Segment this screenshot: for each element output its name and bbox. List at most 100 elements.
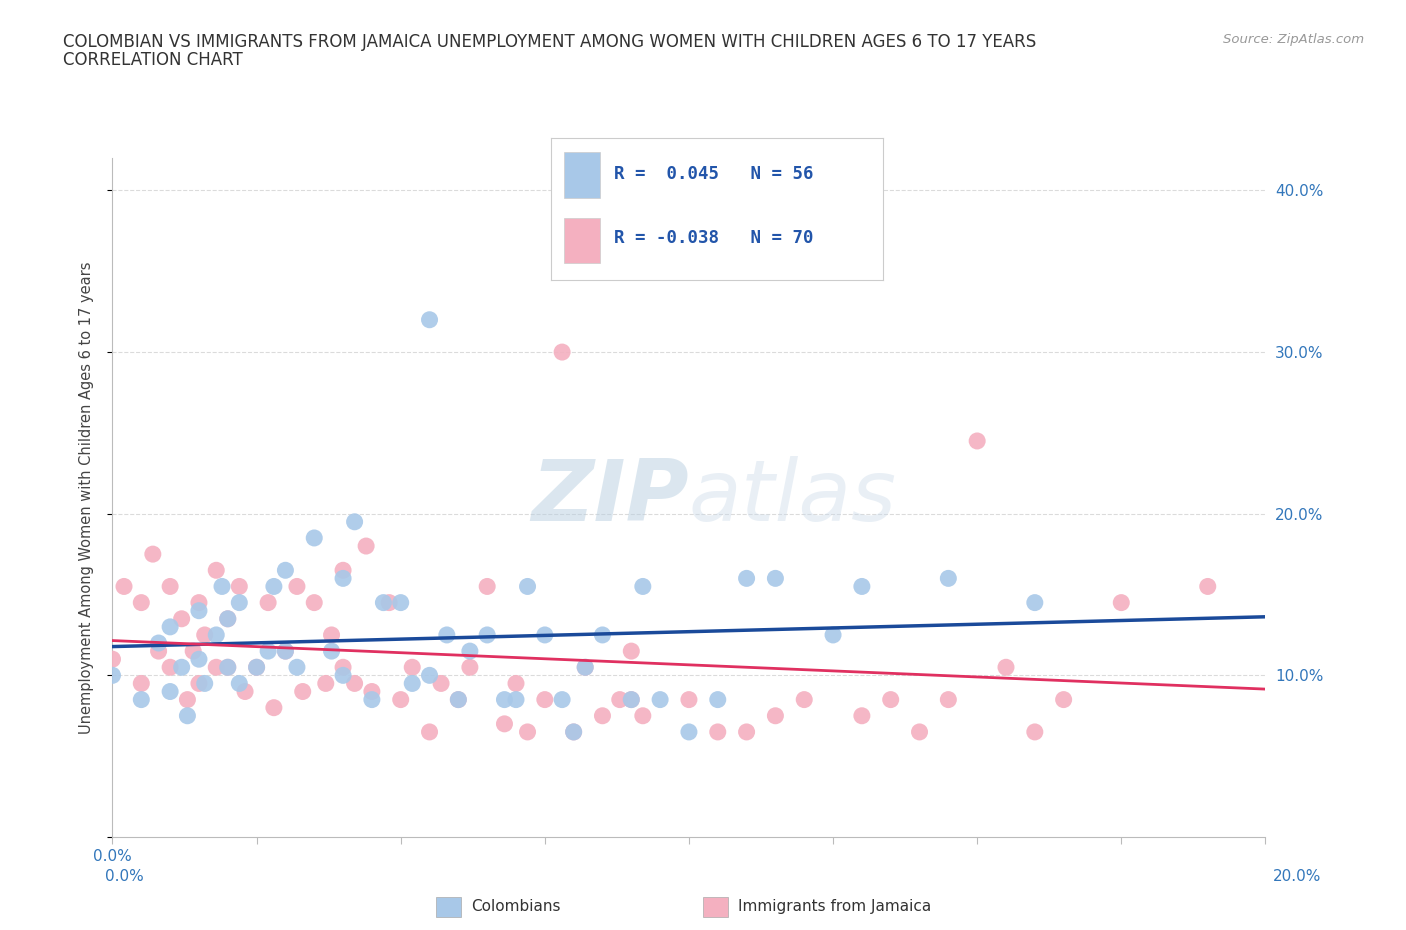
Point — [176, 709, 198, 724]
Point — [765, 571, 787, 586]
Point — [475, 579, 498, 594]
Point — [765, 709, 787, 724]
Point — [373, 595, 395, 610]
Point — [936, 571, 959, 586]
Point — [419, 312, 441, 327]
FancyBboxPatch shape — [564, 152, 600, 197]
Point — [228, 676, 250, 691]
Point — [257, 595, 280, 610]
Point — [159, 660, 181, 675]
Point — [101, 652, 124, 667]
Point — [401, 676, 423, 691]
Point — [188, 604, 211, 618]
Text: ZIP: ZIP — [531, 456, 689, 539]
Point — [620, 692, 643, 707]
Point — [304, 530, 326, 545]
Point — [129, 692, 153, 707]
Point — [551, 692, 574, 707]
Point — [343, 676, 366, 691]
Point — [533, 692, 555, 707]
Point — [533, 628, 555, 643]
Text: 20.0%: 20.0% — [1272, 869, 1320, 883]
Point — [245, 660, 267, 675]
Point — [851, 709, 873, 724]
Point — [735, 724, 758, 739]
Point — [332, 668, 354, 683]
Point — [159, 684, 181, 699]
Point — [188, 652, 211, 667]
Point — [217, 611, 239, 626]
Text: 0.0%: 0.0% — [105, 869, 145, 883]
Point — [678, 724, 700, 739]
Point — [494, 716, 516, 731]
Point — [217, 611, 239, 626]
Point — [505, 692, 527, 707]
Point — [389, 692, 412, 707]
Point — [706, 692, 728, 707]
Text: CORRELATION CHART: CORRELATION CHART — [63, 51, 243, 69]
Point — [274, 563, 297, 578]
Point — [821, 628, 844, 643]
Point — [354, 538, 377, 553]
Point — [995, 660, 1018, 675]
Point — [228, 595, 250, 610]
Point — [159, 579, 181, 594]
Point — [851, 579, 873, 594]
Point — [217, 660, 239, 675]
Point — [620, 692, 643, 707]
Point — [505, 676, 527, 691]
Point — [205, 628, 228, 643]
Text: R =  0.045   N = 56: R = 0.045 N = 56 — [613, 166, 813, 183]
Point — [706, 724, 728, 739]
Point — [447, 692, 470, 707]
Point — [401, 660, 423, 675]
Point — [148, 644, 170, 658]
Point — [188, 595, 211, 610]
Point — [321, 644, 343, 658]
Point — [263, 700, 285, 715]
Point — [458, 660, 481, 675]
Point — [880, 692, 903, 707]
Point — [620, 644, 643, 658]
Point — [551, 345, 574, 360]
Point — [1024, 724, 1046, 739]
Point — [285, 579, 308, 594]
Point — [419, 724, 441, 739]
Point — [257, 644, 280, 658]
Text: COLOMBIAN VS IMMIGRANTS FROM JAMAICA UNEMPLOYMENT AMONG WOMEN WITH CHILDREN AGES: COLOMBIAN VS IMMIGRANTS FROM JAMAICA UNE… — [63, 33, 1036, 50]
Point — [181, 644, 204, 658]
Point — [592, 709, 614, 724]
Point — [793, 692, 815, 707]
Point — [170, 611, 193, 626]
FancyBboxPatch shape — [564, 218, 600, 263]
Point — [129, 676, 153, 691]
Point — [419, 668, 441, 683]
Point — [631, 709, 654, 724]
Point — [360, 692, 382, 707]
Point — [188, 676, 211, 691]
Point — [170, 660, 193, 675]
Point — [315, 676, 337, 691]
Point — [233, 684, 256, 699]
Point — [194, 676, 217, 691]
Point — [735, 571, 758, 586]
Point — [159, 619, 181, 634]
Point — [562, 724, 585, 739]
Point — [574, 660, 596, 675]
Point — [321, 628, 343, 643]
Point — [129, 595, 153, 610]
Point — [516, 579, 538, 594]
Point — [609, 692, 631, 707]
Point — [343, 514, 366, 529]
Point — [592, 628, 614, 643]
Point — [1111, 595, 1133, 610]
Point — [475, 628, 498, 643]
Point — [263, 579, 285, 594]
Point — [389, 595, 412, 610]
Point — [205, 563, 228, 578]
Y-axis label: Unemployment Among Women with Children Ages 6 to 17 years: Unemployment Among Women with Children A… — [79, 261, 94, 734]
Point — [332, 563, 354, 578]
Point — [274, 644, 297, 658]
Text: Source: ZipAtlas.com: Source: ZipAtlas.com — [1223, 33, 1364, 46]
Point — [631, 579, 654, 594]
